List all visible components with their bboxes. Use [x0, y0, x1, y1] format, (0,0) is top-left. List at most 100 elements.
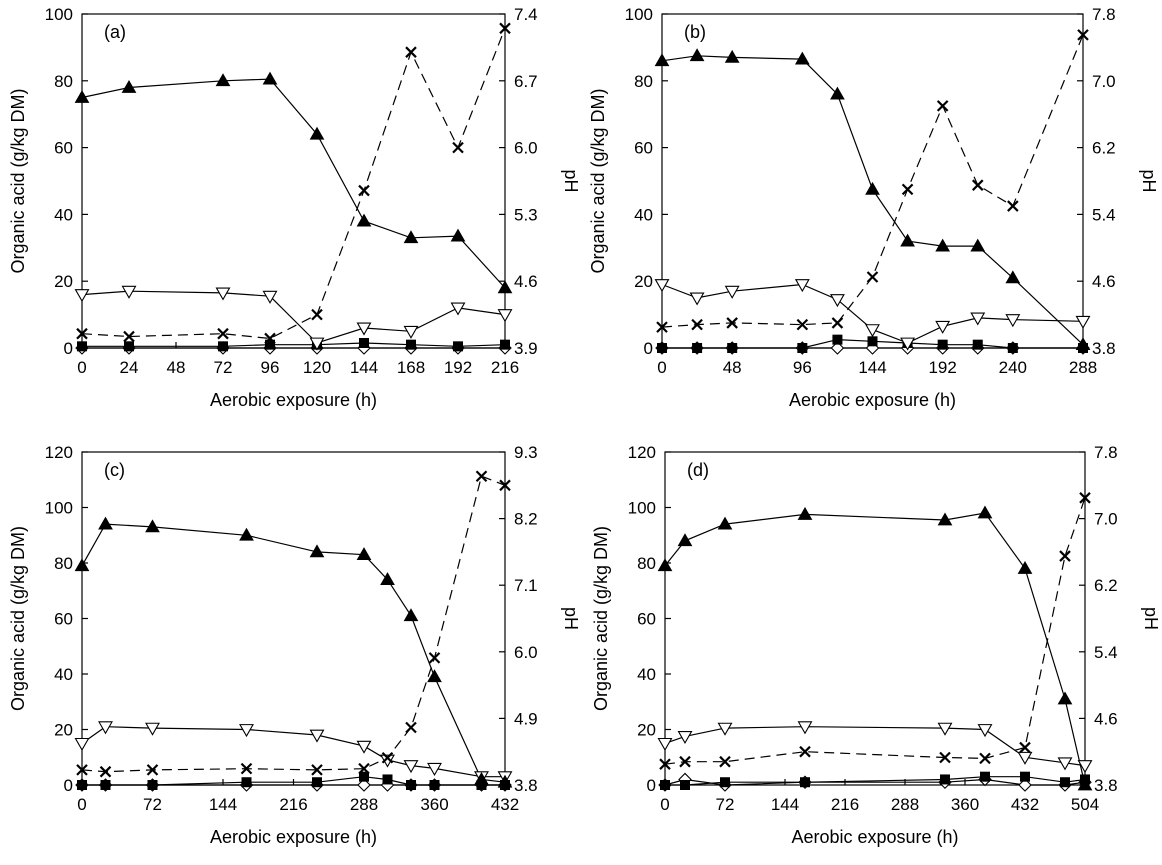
y2-tick-label: 6.0 [514, 643, 538, 662]
data-point [358, 762, 370, 775]
data-point [359, 771, 369, 782]
cross-stroke [381, 751, 394, 764]
x-tick-label: 504 [1071, 795, 1099, 814]
data-point [900, 337, 916, 351]
data-point [311, 308, 323, 321]
data-point [1059, 550, 1071, 562]
y-tick-label: 40 [54, 205, 73, 224]
y2-tick-label: 7.0 [1094, 510, 1118, 529]
y-tick-label: 0 [644, 339, 653, 358]
data-point [657, 558, 673, 572]
data-point [427, 669, 442, 683]
data-point [406, 339, 416, 350]
data-point [939, 751, 951, 764]
data-point [381, 751, 394, 764]
data-point [830, 86, 845, 100]
x-tick-label: 0 [657, 358, 666, 377]
data-point [405, 721, 417, 734]
cross-stroke [311, 308, 323, 321]
data-point [660, 780, 670, 790]
data-point [240, 762, 253, 775]
data-point [717, 722, 733, 736]
cross-stroke [452, 141, 464, 154]
data-point [403, 608, 419, 622]
data-point [680, 780, 690, 790]
data-point [123, 330, 135, 343]
y-tick-label: 60 [54, 139, 73, 158]
cross-stroke [428, 652, 441, 664]
data-point [100, 780, 111, 790]
series-markers-acetic-acid [657, 721, 1093, 774]
x-tick-label: 144 [350, 358, 378, 377]
series-markers-acetic-acid [74, 285, 513, 351]
data-point [1007, 343, 1018, 353]
data-point [77, 780, 87, 790]
data-point [311, 764, 323, 776]
series-line-lactic-acid [81, 78, 506, 289]
data-point [474, 771, 489, 785]
data-point [677, 731, 693, 745]
cross-stroke [358, 762, 370, 775]
x-tick-label: 0 [660, 795, 669, 814]
data-point [427, 762, 442, 776]
series-line-acetic-acid [81, 290, 506, 344]
y2-tick-label: 3.8 [1094, 776, 1118, 795]
data-point [1075, 337, 1091, 351]
cross-stroke [499, 479, 511, 492]
data-point [865, 324, 880, 338]
data-point [797, 343, 808, 353]
cross-stroke [99, 765, 112, 778]
series-line-pH [81, 475, 506, 773]
data-point [866, 271, 879, 283]
y-tick-label: 20 [54, 272, 73, 291]
data-point [264, 332, 276, 345]
cross-stroke [979, 752, 991, 765]
y-tick-label: 20 [54, 721, 73, 740]
data-point [794, 51, 810, 65]
data-point [241, 777, 252, 788]
data-point [453, 341, 463, 352]
x-tick-label: 120 [303, 358, 331, 377]
cross-stroke [691, 318, 703, 331]
series-markers-lactic-acid [657, 505, 1093, 791]
data-point [124, 341, 134, 352]
data-point [1060, 777, 1070, 788]
data-point [121, 79, 137, 93]
data-point [1005, 270, 1021, 284]
y2-tick-label: 6.2 [1094, 576, 1118, 595]
series-markers-lactic-acid [74, 516, 513, 788]
data-point [356, 213, 372, 227]
data-point [99, 765, 112, 778]
data-point [145, 519, 160, 533]
panel-label: (d) [687, 460, 709, 480]
series-line-pH [661, 34, 1084, 328]
data-point [1077, 760, 1093, 774]
data-point [475, 470, 488, 482]
y-axis-title: Organic acid (g/kg DM) [591, 526, 611, 711]
data-point [499, 479, 511, 492]
data-point [76, 764, 88, 776]
data-point [970, 238, 986, 252]
y2-tick-label: 4.6 [1092, 272, 1116, 291]
data-point [98, 721, 113, 735]
cross-stroke [866, 271, 879, 283]
plot-frame [81, 13, 506, 349]
x-tick-label: 432 [491, 795, 519, 814]
data-point [147, 780, 158, 790]
data-point [146, 764, 159, 776]
data-point [970, 312, 986, 326]
cross-stroke [475, 470, 488, 482]
data-point [76, 327, 88, 340]
cross-stroke [936, 100, 949, 112]
data-point [797, 506, 813, 520]
data-point [654, 53, 670, 67]
data-point [262, 71, 278, 85]
cross-stroke [76, 764, 88, 776]
cross-stroke [901, 183, 914, 196]
data-point [724, 49, 740, 63]
data-point [799, 745, 811, 758]
data-point [497, 280, 513, 294]
y-tick-label: 0 [64, 339, 73, 358]
x-axis-title: Aerobic exposure (h) [210, 390, 377, 410]
